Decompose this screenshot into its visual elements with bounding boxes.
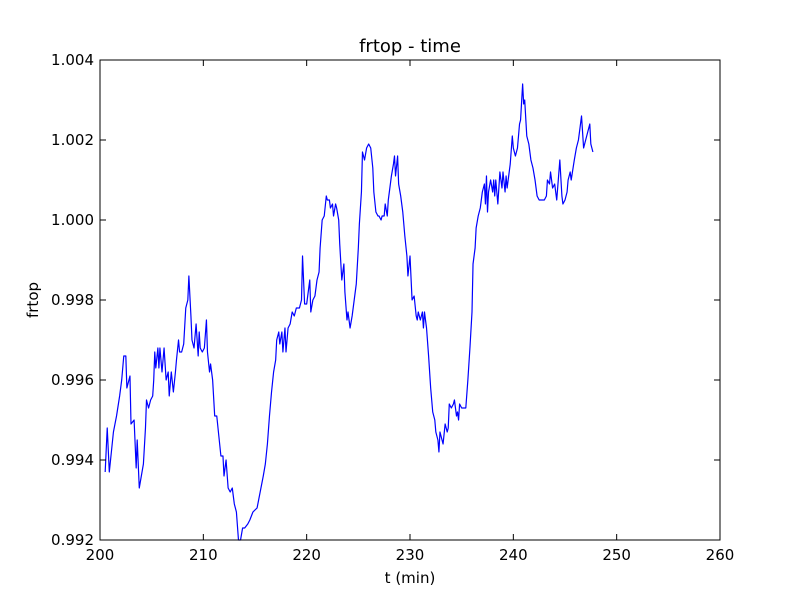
x-tick-label: 230 [396,546,425,564]
y-tick-label: 0.998 [51,291,94,309]
y-tick-label: 1.002 [51,131,94,149]
x-axis-ticks: 200 210 220 230 240 250 260 [86,60,735,564]
y-axis-ticks: 0.992 0.994 0.996 0.998 1.000 1.002 1.004 [51,51,720,549]
x-tick-label: 200 [86,546,115,564]
plot-area [100,60,720,540]
series-line [104,83,594,541]
x-tick-label: 250 [602,546,631,564]
y-tick-label: 1.004 [51,51,94,69]
plot-frame [99,59,721,541]
x-tick-label: 260 [706,546,735,564]
x-tick-label: 240 [499,546,528,564]
y-axis-label: frtop [24,282,42,318]
series-layer [104,83,594,541]
x-tick-label: 210 [189,546,218,564]
chart-title: frtop - time [359,36,461,57]
x-tick-label: 220 [292,546,321,564]
y-tick-label: 1.000 [51,211,94,229]
y-tick-label: 0.996 [51,371,94,389]
x-axis-label: t (min) [385,569,436,587]
y-tick-label: 0.994 [51,451,94,469]
y-tick-label: 0.992 [51,531,94,549]
